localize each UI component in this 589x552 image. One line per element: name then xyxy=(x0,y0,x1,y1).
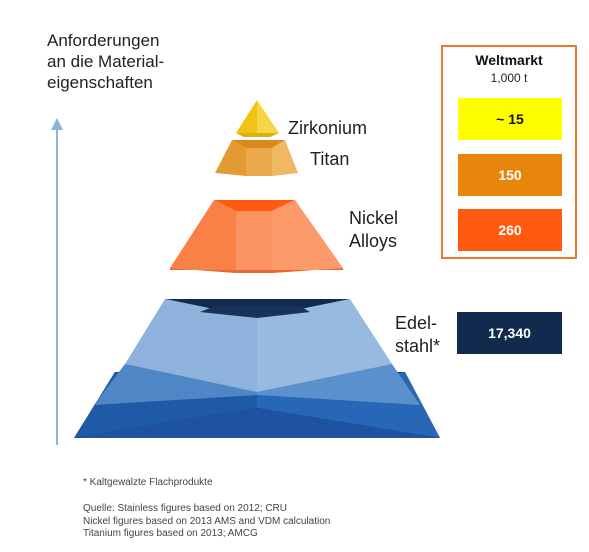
label-edelstahl-line-2: stahl* xyxy=(395,336,441,356)
label-edelstahl-line-1: Edel- xyxy=(395,313,438,333)
titan-layer xyxy=(215,140,298,176)
legend-value-nickel: 260 xyxy=(498,222,522,238)
titan-front xyxy=(246,148,272,176)
titan-top xyxy=(232,140,285,148)
requirements-arrow xyxy=(51,118,63,445)
axis-label: Anforderungen an die Material- eigenscha… xyxy=(47,30,207,93)
sources: Quelle: Stainless figures based on 2012;… xyxy=(83,503,330,541)
stainless-layer xyxy=(74,299,440,438)
axis-label-line-3: eigenschaften xyxy=(47,73,153,92)
label-nickel-alloys: Nickel Alloys xyxy=(349,207,398,253)
stainless-market-value: 17,340 xyxy=(488,325,531,341)
stainless-top-ridge xyxy=(200,306,310,318)
axis-label-line-1: Anforderungen xyxy=(47,31,160,50)
legend-swatch-titan: 150 xyxy=(458,154,562,196)
nickel-bottom-edge xyxy=(170,268,343,273)
titan-right xyxy=(272,140,298,176)
label-edelstahl: Edel- stahl* xyxy=(395,312,440,358)
legend-swatch-zirkonium: ~ 15 xyxy=(458,98,562,140)
nickel-layer xyxy=(170,200,343,273)
axis-label-line-2: an die Material- xyxy=(47,52,165,71)
label-zirkonium: Zirkonium xyxy=(288,118,368,138)
legend-value-titan: 150 xyxy=(498,167,522,183)
label-nickel-line-1: Nickel xyxy=(349,208,399,228)
legend-value-zirkonium: ~ 15 xyxy=(496,111,524,127)
titan-left xyxy=(215,140,246,176)
world-market-legend xyxy=(441,45,577,259)
stainless-top-right xyxy=(257,299,392,392)
zirkonium-layer xyxy=(236,100,279,137)
legend-unit: 1,000 t xyxy=(490,71,528,85)
legend-swatch-nickel: 260 xyxy=(458,209,562,251)
stainless-top-left xyxy=(125,299,257,392)
stainless-market-box: 17,340 xyxy=(457,312,562,354)
zirkonium-right xyxy=(257,100,279,133)
label-nickel-line-2: Alloys xyxy=(349,231,398,251)
source-line-2: Nickel figures based on 2013 AMS and VDM… xyxy=(83,515,331,527)
source-line-3: Titanium figures based on 2013; AMCG xyxy=(83,528,258,539)
nickel-right xyxy=(272,200,343,273)
nickel-front xyxy=(236,211,272,273)
zirkonium-base xyxy=(236,133,279,137)
nickel-left xyxy=(170,200,236,273)
stainless-base-front xyxy=(74,408,440,438)
zirkonium-left xyxy=(236,100,257,133)
nickel-top xyxy=(214,200,295,211)
legend-title: Weltmarkt xyxy=(475,52,543,68)
footnote: * Kaltgewalzte Flachprodukte xyxy=(83,477,213,488)
source-line-1: Quelle: Stainless figures based on 2012;… xyxy=(83,503,288,514)
label-titan: Titan xyxy=(310,149,350,169)
